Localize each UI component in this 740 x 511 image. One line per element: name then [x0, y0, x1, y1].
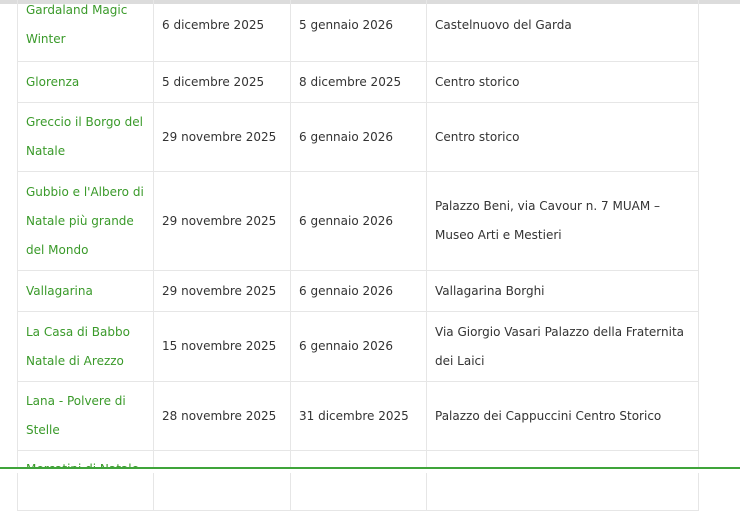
- table-row: Mercatini di Natale: [17, 450, 699, 511]
- location-cell: Vallagarina Borghi: [426, 270, 699, 312]
- table-row: Greccio il Borgo del Natale 29 novembre 2…: [17, 102, 699, 172]
- end-date-cell: 6 gennaio 2026: [290, 311, 427, 382]
- table-row: Gubbio e l'Albero di Natale più grande d…: [17, 171, 699, 271]
- events-table: Gardaland Magic Winter 6 dicembre 2025 5 g…: [17, 0, 699, 511]
- bottom-accent-bar: [0, 467, 740, 473]
- location-cell: Palazzo dei Cappuccini Centro Storico: [426, 381, 699, 451]
- end-date-cell: 31 dicembre 2025: [290, 381, 427, 451]
- start-date-cell: 29 novembre 2025: [153, 171, 291, 271]
- location-cell: Palazzo Beni, via Cavour n. 7 MUAM – Mus…: [426, 171, 699, 271]
- start-date-cell: 28 novembre 2025: [153, 381, 291, 451]
- event-name-link[interactable]: Gardaland Magic Winter: [17, 0, 154, 62]
- event-name-link[interactable]: La Casa di Babbo Natale di Arezzo: [17, 311, 154, 382]
- events-table-container: Gardaland Magic Winter 6 dicembre 2025 5 g…: [17, 0, 699, 511]
- start-date-cell: 15 novembre 2025: [153, 311, 291, 382]
- event-name-link[interactable]: Glorenza: [17, 61, 154, 103]
- start-date-cell: 29 novembre 2025: [153, 102, 291, 172]
- event-name-link[interactable]: Gubbio e l'Albero di Natale più grande d…: [17, 171, 154, 271]
- event-name-link[interactable]: Greccio il Borgo del Natale: [17, 102, 154, 172]
- location-cell: Castelnuovo del Garda: [426, 0, 699, 62]
- location-cell: [426, 450, 699, 511]
- end-date-cell: 6 gennaio 2026: [290, 102, 427, 172]
- start-date-cell: [153, 450, 291, 511]
- table-row: Vallagarina 29 novembre 2025 6 gennaio 202…: [17, 270, 699, 312]
- table-row: Glorenza 5 dicembre 2025 8 dicembre 2025 Ce…: [17, 61, 699, 103]
- end-date-cell: 6 gennaio 2026: [290, 171, 427, 271]
- end-date-cell: [290, 450, 427, 511]
- end-date-cell: 6 gennaio 2026: [290, 270, 427, 312]
- start-date-cell: 29 novembre 2025: [153, 270, 291, 312]
- end-date-cell: 5 gennaio 2026: [290, 0, 427, 62]
- event-name-link[interactable]: Mercatini di Natale: [17, 450, 154, 511]
- table-row: Lana - Polvere di Stelle 28 novembre 2025…: [17, 381, 699, 451]
- end-date-cell: 8 dicembre 2025: [290, 61, 427, 103]
- location-cell: Via Giorgio Vasari Palazzo della Fratern…: [426, 311, 699, 382]
- event-name-link[interactable]: Lana - Polvere di Stelle: [17, 381, 154, 451]
- start-date-cell: 6 dicembre 2025: [153, 0, 291, 62]
- location-cell: Centro storico: [426, 102, 699, 172]
- start-date-cell: 5 dicembre 2025: [153, 61, 291, 103]
- event-name-link[interactable]: Vallagarina: [17, 270, 154, 312]
- table-row: Gardaland Magic Winter 6 dicembre 2025 5 g…: [17, 0, 699, 62]
- table-row: La Casa di Babbo Natale di Arezzo 15 nove…: [17, 311, 699, 382]
- location-cell: Centro storico: [426, 61, 699, 103]
